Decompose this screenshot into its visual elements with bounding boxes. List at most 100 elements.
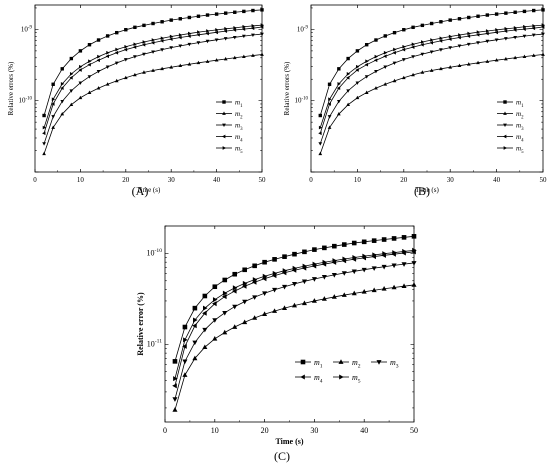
data-point [42,142,46,146]
series-m1 [318,8,545,118]
data-point [485,59,490,63]
data-point [448,18,452,22]
data-point [123,58,128,62]
data-point [420,52,425,57]
data-point [331,294,337,299]
data-point [383,34,387,38]
legend-item-m4: m4 [295,373,323,385]
data-point [371,266,377,271]
data-point [355,68,359,72]
data-point [466,34,471,38]
data-point [318,113,322,118]
legend-label-name: m [314,373,320,382]
data-point [531,26,536,31]
y-tick-label-base: 10 [297,25,305,33]
data-point [457,63,462,68]
data-point [355,95,360,100]
data-point [336,86,341,91]
data-point [401,283,407,289]
x-tick-label: 20 [122,176,130,184]
data-point [504,37,508,41]
data-point [205,39,210,44]
data-point [420,23,425,28]
data-point [351,290,357,296]
data-point [466,42,471,47]
data-point [151,21,155,26]
legend-item-m1: m1 [216,98,243,109]
legend-item-m2: m2 [497,110,524,120]
legend-marker [300,374,305,380]
data-point [321,296,327,301]
data-point [494,30,498,35]
data-point [351,240,357,246]
data-point [374,70,378,74]
data-point [281,305,288,310]
x-axis-label: Time (s) [275,437,303,446]
legend-label: m3 [235,121,243,131]
x-tick-label: 50 [259,176,267,184]
data-point [301,300,307,306]
data-point [114,78,119,83]
data-point [260,23,265,27]
data-point [372,252,377,258]
data-point [420,70,425,74]
series-m3 [318,32,545,146]
data-point [160,48,164,52]
data-point [169,46,174,50]
data-point [222,329,228,335]
data-point [242,280,248,286]
data-point [429,68,434,72]
x-tick-label: 20 [261,426,269,435]
data-point [260,32,264,37]
legend-label: m3 [516,121,524,131]
data-point [96,70,101,74]
plot-frame [34,4,263,173]
data-point [312,261,318,267]
data-point [485,31,489,36]
data-point [382,251,387,257]
legend-item-m5: m5 [497,144,524,155]
legend-marker [503,146,508,150]
data-point [97,54,101,59]
data-point [251,53,255,57]
legend-label-subscript: 1 [240,104,243,109]
data-point [142,23,146,28]
legend-label-name: m [516,133,521,141]
data-point [196,32,200,37]
series-m3 [172,261,417,402]
data-point [252,263,257,269]
data-point [327,125,332,129]
data-point [381,286,387,291]
legend-marker [503,123,507,128]
data-point [178,33,183,37]
data-point [346,75,350,80]
series-m4 [42,25,264,136]
data-point [192,323,197,329]
data-point [252,295,258,300]
y-tick-label-base: 10 [21,25,29,33]
data-point [411,261,417,266]
data-point [114,61,119,66]
y-tick-label-base: 10 [147,248,155,257]
legend-label-subscript: 5 [521,150,524,155]
data-point [381,264,387,270]
data-point [42,125,47,130]
data-point [182,324,188,330]
data-point [467,15,471,20]
data-point [124,44,128,49]
data-point [232,285,238,291]
data-point [178,35,182,40]
data-point [232,55,237,60]
data-point [196,60,201,65]
data-point [60,99,65,104]
y-tick-label-exponent: -10 [155,248,163,254]
data-point [318,125,323,130]
data-point [262,291,268,296]
data-point [242,9,246,14]
data-point [169,37,173,42]
data-point [373,58,378,63]
legend-label: m2 [516,110,524,120]
data-point [346,102,350,107]
